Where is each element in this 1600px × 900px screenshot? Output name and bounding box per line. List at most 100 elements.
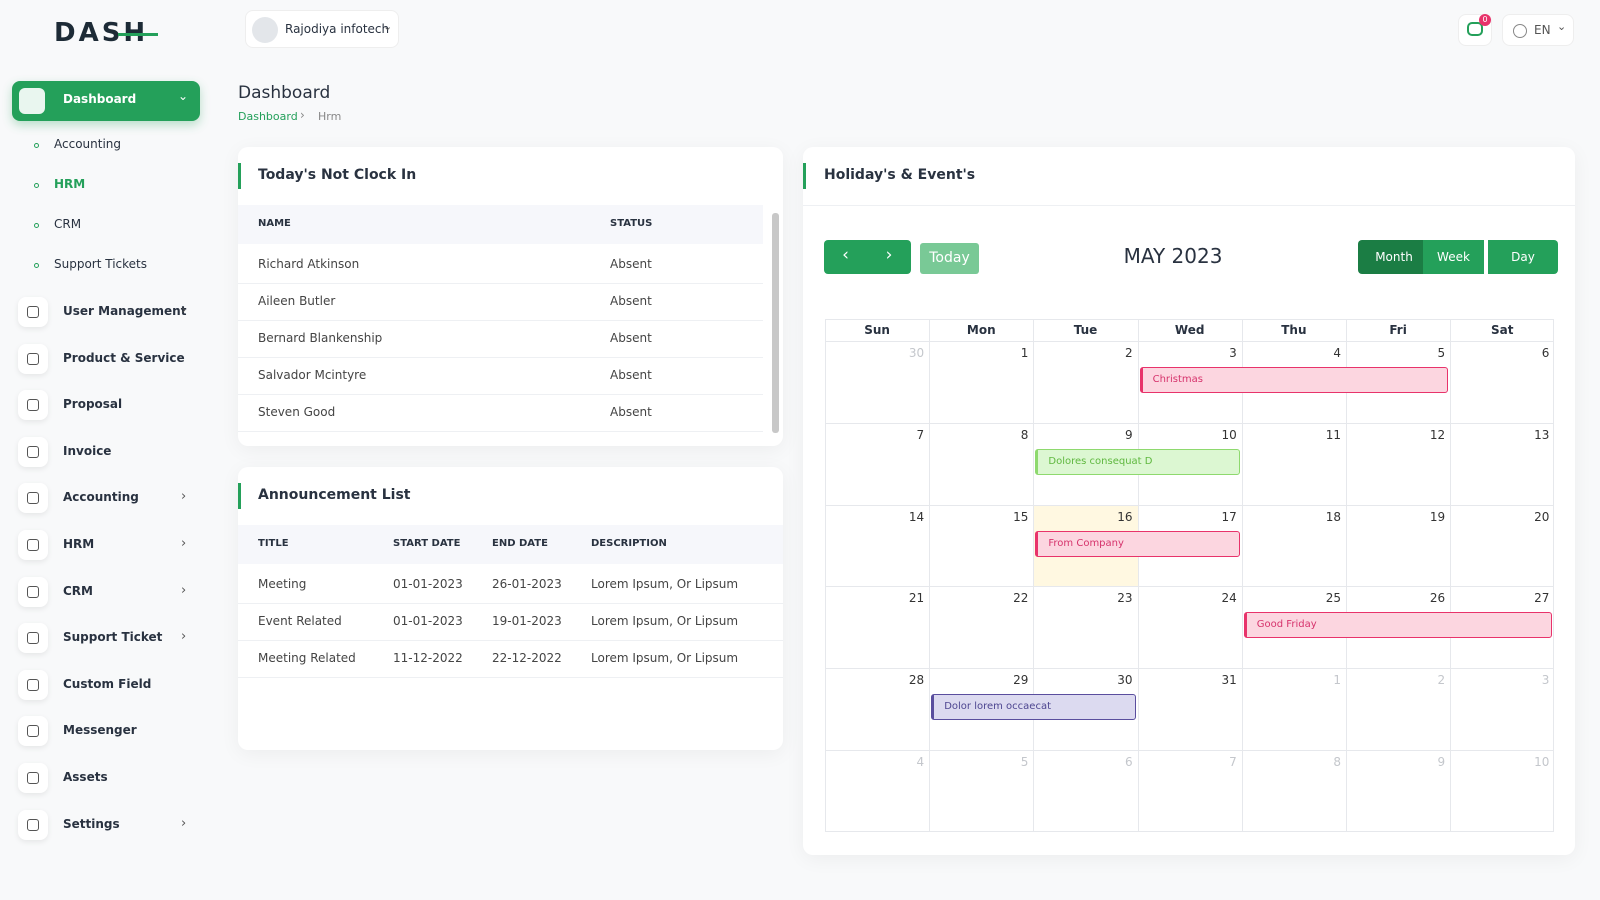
table-cell: Absent: [610, 294, 652, 308]
day-number: 23: [1117, 591, 1133, 606]
table-cell: Bernard Blankenship: [258, 331, 383, 345]
table-cell: Meeting Related: [258, 651, 356, 665]
next-button[interactable]: ›: [885, 245, 893, 265]
submenu-bullet: [34, 143, 39, 148]
column-header: NAME: [258, 218, 291, 229]
menu-label: Dashboard: [63, 92, 137, 106]
day-number: 3: [1541, 673, 1550, 688]
weekday: Tue: [1073, 323, 1098, 337]
day-number: 17: [1221, 509, 1237, 524]
notification-button[interactable]: 0: [1458, 14, 1492, 46]
submenu-item[interactable]: HRM: [54, 177, 86, 191]
today-button[interactable]: Today: [920, 243, 979, 274]
day-number: 30: [908, 346, 925, 360]
table-cell: Lorem Ipsum, Or Lipsum: [591, 614, 739, 628]
table-cell: Meeting: [258, 577, 307, 591]
menu-item[interactable]: User Management: [63, 304, 187, 318]
company-switch[interactable]: Rajodiya infotech ⌄: [245, 10, 399, 48]
grid: [825, 319, 1555, 832]
view-button[interactable]: Month: [1358, 240, 1430, 274]
table-cell: Salvador Mcintyre: [258, 368, 367, 382]
chevron: ›: [181, 489, 187, 505]
menu-item[interactable]: Accounting: [63, 490, 139, 505]
chevron: ⌄: [383, 20, 393, 33]
view-button[interactable]: Week: [1423, 240, 1484, 274]
menu-icon: [18, 343, 48, 374]
day-number: 21: [908, 591, 925, 606]
row-divider: [238, 431, 763, 432]
calendar-event[interactable]: Good Friday: [1243, 612, 1553, 639]
prev-button[interactable]: ‹: [842, 245, 849, 265]
day-number: 15: [1013, 509, 1029, 524]
menu-icon: [18, 297, 48, 327]
menu-icon-glyph: [27, 585, 39, 598]
column-header: STATUS: [610, 218, 653, 229]
view-button[interactable]: Day: [1488, 240, 1558, 274]
page-title: Dashboard: [238, 83, 331, 103]
calendar-event[interactable]: From Company: [1035, 530, 1240, 557]
grid-line: [1450, 319, 1452, 832]
submenu-bullet: [34, 223, 39, 228]
menu-item[interactable]: HRM: [63, 537, 95, 551]
weekday: Wed: [1174, 323, 1205, 337]
table-cell: 01-01-2023: [393, 577, 463, 591]
card-accent: [803, 163, 806, 189]
message-icon: [1467, 22, 1483, 36]
chevron: ›: [181, 582, 187, 598]
language-button[interactable]: EN ⌄: [1502, 14, 1574, 46]
card-title: Today's Not Clock In: [258, 167, 417, 183]
breadcrumb-link[interactable]: Dashboard: [238, 110, 298, 123]
menu-item[interactable]: Custom Field: [63, 676, 152, 691]
day-number: 2: [1124, 346, 1133, 360]
day-number: 6: [1124, 755, 1133, 769]
day-number: 8: [1020, 427, 1029, 442]
calendar-event[interactable]: Dolor lorem occaecat: [931, 694, 1136, 721]
card: Announcement List TITLE START DATE END DATE…: [238, 467, 783, 750]
day-number: 9: [1124, 427, 1133, 442]
company-name: Rajodiya infotech: [285, 22, 390, 36]
weekday: Mon: [966, 323, 996, 337]
submenu-item[interactable]: CRM: [54, 217, 82, 231]
menu-item[interactable]: Product & Service: [63, 350, 185, 365]
menu-item[interactable]: Proposal: [63, 397, 123, 412]
submenu-bullet: [34, 263, 39, 268]
menu-icon-glyph: [27, 725, 39, 738]
table-cell: 19-01-2023: [492, 614, 562, 628]
menu-icon: [18, 483, 48, 514]
day-number: 30: [1117, 673, 1133, 688]
menu-item[interactable]: Invoice: [63, 443, 112, 458]
logo-bar: [118, 33, 158, 36]
menu-item[interactable]: Assets: [63, 770, 108, 784]
chevron: ›: [181, 815, 187, 831]
submenu-bullet: [34, 183, 39, 188]
calendar-event[interactable]: Christmas: [1139, 367, 1449, 393]
row-divider: [238, 640, 783, 641]
menu-icon-glyph: [27, 352, 39, 365]
table-header: [238, 205, 763, 244]
table-cell: Richard Atkinson: [258, 257, 360, 271]
day-number: 18: [1325, 509, 1341, 524]
day-number: 26: [1429, 591, 1446, 606]
menu-item[interactable]: Settings: [63, 816, 120, 831]
menu-item[interactable]: Messenger: [63, 723, 137, 738]
day-number: 16: [1117, 509, 1133, 524]
day-number: 24: [1221, 591, 1237, 606]
card-title: Announcement List: [258, 487, 411, 503]
avatar: [252, 17, 278, 43]
row-divider: [238, 283, 763, 284]
submenu-item[interactable]: Support Tickets: [54, 257, 148, 271]
submenu-item[interactable]: Accounting: [54, 137, 122, 151]
table-cell: Absent: [610, 405, 652, 419]
grid-line: [825, 341, 1555, 342]
menu-item[interactable]: CRM: [63, 583, 93, 598]
day-number: 1: [1020, 346, 1029, 360]
chevron: ⌄: [1557, 20, 1567, 33]
calendar-event[interactable]: Dolores consequat D: [1035, 448, 1240, 475]
day-number: 28: [908, 673, 925, 688]
breadcrumb-current: Hrm: [318, 110, 342, 123]
grid-line: [929, 319, 931, 832]
day-number: 9: [1437, 755, 1446, 769]
menu-item-active[interactable]: Dashboard ⌄: [12, 81, 200, 121]
menu-item[interactable]: Support Ticket: [63, 630, 163, 645]
